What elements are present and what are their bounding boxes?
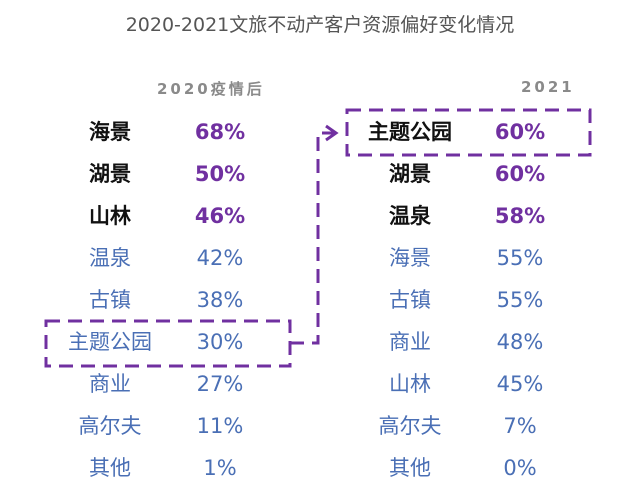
category-label: 海景 [389,246,431,270]
category-label: 主题公园 [368,120,452,144]
highlight-box-2021 [345,108,592,157]
category-label: 古镇 [89,288,131,312]
highlight-box-2020 [44,319,292,368]
category-label: 古镇 [389,288,431,312]
category-label: 海景 [89,120,131,144]
percent-value: 46% [194,204,246,228]
category-label: 山林 [89,204,131,228]
category-label: 高尔夫 [378,414,442,438]
percent-value: 60% [494,120,546,144]
category-label: 其他 [89,456,131,480]
percent-value: 60% [494,162,546,186]
percent-value: 0% [503,456,537,480]
chart-title: 2020-2021文旅不动产客户资源偏好变化情况 [125,14,515,36]
category-label: 温泉 [389,204,431,228]
percent-value: 48% [496,330,544,354]
percent-value: 45% [496,372,544,396]
category-label: 其他 [389,456,431,480]
percent-value: 58% [494,204,546,228]
percent-value: 27% [196,372,244,396]
category-label: 山林 [389,372,431,396]
percent-value: 30% [196,330,244,354]
percent-value: 55% [496,246,544,270]
percent-value: 42% [196,246,244,270]
category-label: 商业 [89,372,131,396]
connector-line [290,131,334,345]
arrow-head-icon [325,124,339,142]
category-label: 商业 [389,330,431,354]
percent-value: 38% [196,288,244,312]
column-header-2020: 2020疫情后 [157,80,265,98]
percent-value: 1% [203,456,237,480]
percent-value: 50% [194,162,246,186]
category-label: 湖景 [389,162,431,186]
category-label: 高尔夫 [78,414,142,438]
percent-value: 11% [196,414,244,438]
percent-value: 55% [496,288,544,312]
column-header-2021: 2021 [521,78,575,96]
percent-value: 68% [194,120,246,144]
category-label: 温泉 [89,246,131,270]
percent-value: 7% [503,414,537,438]
category-label: 湖景 [89,162,131,186]
category-label: 主题公园 [68,330,152,354]
